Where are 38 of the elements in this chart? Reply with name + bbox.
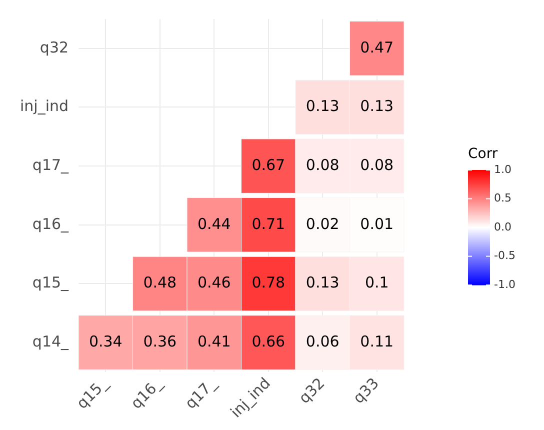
x-tick-label: q16_ [127,374,166,412]
x-tick-label: q17_ [181,374,220,412]
data-label: 0.13 [306,274,340,292]
data-label: 0.36 [143,332,177,350]
data-label: 0.41 [197,332,231,350]
color-bar-label: 1.0 [494,162,512,176]
data-label: 0.01 [360,214,394,233]
color-bar-label: -0.5 [494,249,516,262]
data-label: 0.67 [252,156,286,174]
data-label: 0.08 [306,156,340,174]
data-label: 0.08 [360,156,394,174]
data-label: 0.02 [306,214,340,233]
data-label: 0.47 [360,38,394,56]
data-label: 0.11 [360,332,394,350]
y-tick-label: q14_ [32,332,70,350]
data-label: 0.46 [197,274,231,292]
data-label: 0.48 [143,274,177,292]
data-label: 0.66 [252,332,286,350]
y-tick-label: q32 [40,38,69,56]
y-tick-label: inj_ind [20,97,69,116]
data-label: 0.44 [197,214,231,233]
y-tick-label: q15_ [32,274,70,292]
data-label: 0.71 [252,214,286,233]
color-bar-label: 0.0 [494,220,512,234]
y-tick-label: q16_ [32,214,70,233]
x-tick-label: q15_ [72,374,112,412]
color-bar-label: 0.5 [494,192,512,205]
x-tick-label: q32 [295,374,328,408]
data-label: 0.1 [364,274,389,292]
data-label: 0.34 [88,332,122,350]
data-label: 0.06 [306,332,340,350]
x-tick-label: q33 [350,374,382,408]
color-bar-label: -1.0 [494,278,516,291]
data-label: 0.78 [252,274,286,292]
data-label: 0.13 [306,97,340,116]
y-tick-label: q17_ [32,156,70,174]
color-bar-title: Corr [468,146,498,162]
data-label: 0.13 [360,97,394,116]
